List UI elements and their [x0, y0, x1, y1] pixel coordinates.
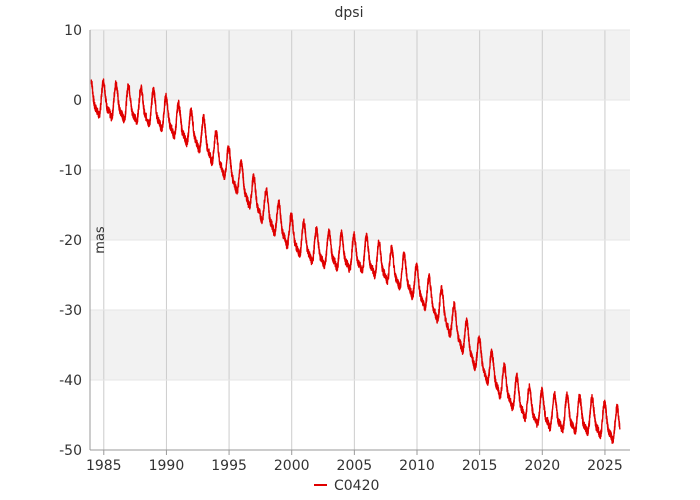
x-tick-label: 2000 — [274, 458, 310, 474]
series-line-C0420 — [90, 78, 621, 444]
x-tick-label: 2020 — [524, 458, 560, 474]
x-tick-label: 1995 — [211, 458, 247, 474]
chart-title: dpsi — [335, 5, 364, 21]
x-tick-label: 2005 — [337, 458, 373, 474]
y-axis-label: mas — [93, 226, 108, 254]
legend-label: C0420 — [334, 478, 379, 494]
y-tick-label: -30 — [59, 303, 82, 319]
x-tick-label: 2010 — [399, 458, 435, 474]
legend: C0420 — [314, 478, 379, 494]
x-tick-label: 2025 — [587, 458, 623, 474]
x-tick-label: 2015 — [462, 458, 498, 474]
x-tick-label: 1985 — [86, 458, 122, 474]
x-tick-label: 1990 — [149, 458, 185, 474]
y-tick-label: -50 — [59, 443, 82, 459]
y-tick-label: -20 — [59, 233, 82, 249]
x-tick-labels: 1985 1990 1995 2000 2005 2010 2015 2020 2025 — [86, 458, 623, 474]
y-tick-label: 10 — [64, 23, 82, 39]
plot-band — [90, 170, 630, 240]
axes — [89, 30, 630, 451]
y-tick-label: -40 — [59, 373, 82, 389]
plot-bands — [90, 30, 630, 380]
series-layer — [90, 78, 621, 444]
y-tick-label: -10 — [59, 163, 82, 179]
y-tick-label: 0 — [73, 93, 82, 109]
plot-band — [90, 30, 630, 100]
y-tick-labels: 10 0 -10 -20 -30 -40 -50 — [59, 23, 82, 459]
plot-band — [90, 310, 630, 380]
